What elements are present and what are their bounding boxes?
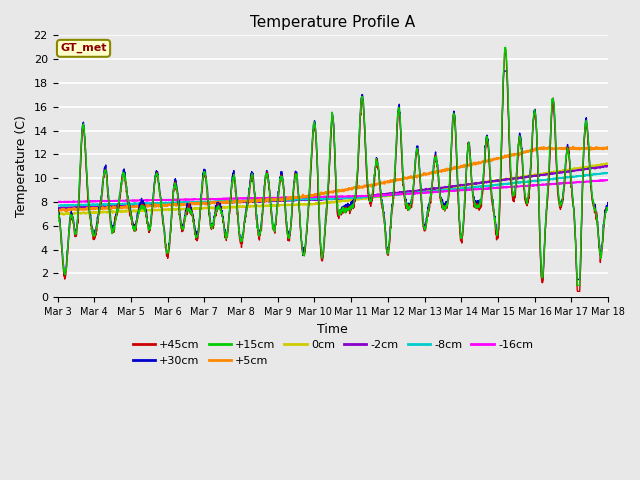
-8cm	[322, 196, 330, 202]
+45cm	[54, 207, 61, 213]
+5cm	[589, 145, 596, 151]
0cm	[82, 211, 90, 216]
Line: -2cm: -2cm	[58, 166, 608, 208]
+15cm	[82, 147, 90, 153]
Line: +30cm: +30cm	[58, 71, 608, 279]
+30cm	[487, 185, 495, 191]
+15cm	[321, 224, 329, 230]
+15cm	[487, 183, 495, 189]
Text: GT_met: GT_met	[60, 43, 107, 53]
Legend: +45cm, +30cm, +15cm, +5cm, 0cm, -2cm, -8cm, -16cm: +45cm, +30cm, +15cm, +5cm, 0cm, -2cm, -8…	[128, 336, 538, 370]
-2cm	[589, 165, 596, 171]
Line: +5cm: +5cm	[58, 147, 608, 211]
X-axis label: Time: Time	[317, 323, 348, 336]
-2cm	[57, 205, 65, 211]
-8cm	[488, 182, 495, 188]
Y-axis label: Temperature (C): Temperature (C)	[15, 115, 28, 217]
-16cm	[488, 185, 495, 191]
-2cm	[601, 163, 609, 169]
+30cm	[321, 224, 329, 230]
Title: Temperature Profile A: Temperature Profile A	[250, 15, 415, 30]
+30cm	[538, 276, 546, 282]
-2cm	[307, 196, 315, 202]
+45cm	[573, 288, 581, 294]
-8cm	[588, 172, 596, 178]
+30cm	[500, 68, 508, 74]
Line: -8cm: -8cm	[58, 173, 608, 206]
+30cm	[307, 168, 314, 173]
+45cm	[589, 197, 596, 203]
0cm	[54, 211, 61, 217]
-2cm	[588, 165, 596, 171]
+5cm	[488, 158, 495, 164]
-8cm	[604, 170, 612, 176]
+15cm	[54, 209, 61, 215]
+5cm	[56, 208, 63, 214]
-8cm	[307, 196, 315, 202]
0cm	[307, 201, 315, 206]
+15cm	[307, 165, 314, 170]
-8cm	[589, 172, 596, 178]
+45cm	[604, 206, 612, 212]
+15cm	[589, 198, 596, 204]
Line: -16cm: -16cm	[58, 180, 608, 202]
+45cm	[487, 186, 495, 192]
-16cm	[56, 199, 63, 205]
+45cm	[589, 200, 596, 206]
-8cm	[82, 202, 90, 207]
+30cm	[82, 152, 90, 157]
-8cm	[54, 203, 61, 209]
+5cm	[569, 144, 577, 150]
+30cm	[54, 205, 61, 211]
Line: +45cm: +45cm	[58, 49, 608, 291]
+45cm	[502, 47, 509, 52]
0cm	[604, 160, 612, 166]
-16cm	[604, 177, 612, 183]
+45cm	[82, 155, 90, 160]
Line: 0cm: 0cm	[58, 163, 608, 215]
-16cm	[588, 178, 596, 184]
+15cm	[573, 283, 581, 288]
+5cm	[589, 146, 596, 152]
+30cm	[589, 200, 596, 205]
+15cm	[604, 207, 612, 213]
Line: +15cm: +15cm	[58, 47, 608, 286]
-2cm	[54, 205, 61, 211]
-2cm	[604, 163, 612, 169]
-8cm	[54, 203, 61, 208]
-2cm	[488, 179, 495, 184]
0cm	[488, 179, 495, 184]
+5cm	[604, 144, 612, 150]
0cm	[60, 212, 68, 217]
0cm	[588, 163, 596, 168]
+45cm	[321, 224, 329, 230]
+5cm	[54, 208, 61, 214]
-16cm	[604, 177, 611, 183]
-16cm	[589, 179, 596, 184]
+5cm	[322, 190, 330, 195]
+30cm	[604, 201, 612, 207]
-2cm	[322, 196, 330, 202]
+15cm	[502, 44, 509, 50]
0cm	[589, 162, 596, 168]
+15cm	[589, 193, 596, 199]
-16cm	[82, 199, 90, 204]
+30cm	[589, 195, 596, 201]
-16cm	[307, 194, 315, 200]
+45cm	[307, 173, 314, 179]
+5cm	[82, 206, 90, 212]
-16cm	[54, 199, 61, 205]
+5cm	[307, 192, 315, 198]
0cm	[322, 200, 330, 205]
-16cm	[322, 194, 330, 200]
-2cm	[82, 204, 90, 210]
0cm	[603, 160, 611, 166]
